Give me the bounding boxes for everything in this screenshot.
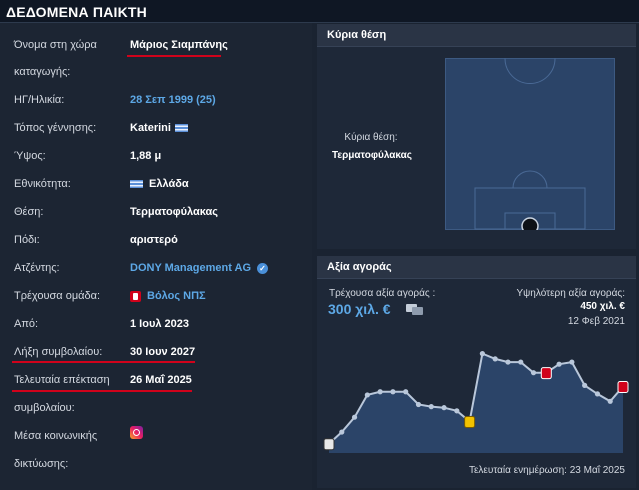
- birthplace-text: Katerini: [130, 122, 171, 134]
- height-label: Ύψος:: [14, 150, 46, 162]
- native-name-underline: [127, 55, 221, 57]
- flag-greece-icon: [130, 180, 143, 189]
- main-position-panel: Κύρια θέση Κύρια θέση: Τερματοφύλακας: [317, 24, 636, 249]
- page-header: ΔΕΔΟΜΕΝΑ ΠΑΙΚΤΗ: [0, 0, 639, 23]
- club-link[interactable]: Βόλος ΝΠΣ: [130, 290, 206, 302]
- last-update: Τελευταία ενημέρωση: 23 Μαΐ 2025: [468, 465, 625, 476]
- market-value-point[interactable]: [505, 359, 511, 365]
- highest-value-label: Υψηλότερη αξία αγοράς:: [516, 288, 625, 299]
- current-value[interactable]: 300 χιλ. €: [328, 301, 391, 317]
- joined-label: Από:: [14, 318, 39, 330]
- main-position-value: Τερματοφύλακας: [331, 150, 412, 161]
- social-label-cont: δικτύωσης:: [14, 458, 69, 470]
- market-value-point[interactable]: [582, 382, 588, 388]
- market-value-panel: Αξία αγοράς Τρέχουσα αξία αγοράς : 300 χ…: [317, 256, 636, 488]
- flag-greece-icon: [174, 124, 188, 133]
- highest-value: 450 χιλ. €: [580, 301, 625, 312]
- page-title: ΔΕΔΟΜΕΝΑ ΠΑΙΚΤΗ: [6, 4, 147, 20]
- market-value-point[interactable]: [339, 429, 345, 435]
- market-value-point[interactable]: [492, 356, 498, 362]
- market-value-point[interactable]: [441, 405, 447, 411]
- position-label: Θέση:: [14, 206, 44, 218]
- club-text[interactable]: Βόλος ΝΠΣ: [147, 290, 206, 302]
- market-value-panel-title: Αξία αγοράς: [327, 261, 392, 273]
- contract-value: 30 Ιουν 2027: [130, 346, 196, 358]
- market-value-panel-header: Αξία αγοράς: [317, 256, 636, 279]
- birthplace-value: Katerini: [130, 122, 194, 134]
- market-value-point[interactable]: [530, 370, 537, 376]
- market-value-point[interactable]: [569, 359, 575, 365]
- market-value-point[interactable]: [454, 408, 460, 414]
- nationality-text[interactable]: Ελλάδα: [149, 178, 189, 190]
- extension-label-cont: συμβολαίου:: [14, 402, 75, 414]
- pitch-diagram: [445, 58, 615, 230]
- club-badge-icon[interactable]: [617, 380, 629, 393]
- main-position-label: Κύρια θέση:: [344, 132, 398, 143]
- instagram-icon[interactable]: [130, 426, 143, 439]
- pitch-penalty-arc: [512, 170, 548, 189]
- birthplace-label: Τόπος γέννησης:: [14, 122, 97, 134]
- club-badge-icon[interactable]: [540, 367, 552, 380]
- market-value-point[interactable]: [518, 359, 524, 365]
- market-value-point[interactable]: [594, 391, 601, 397]
- compare-icon[interactable]: [406, 304, 424, 316]
- position-value: Τερματοφύλακας: [130, 206, 219, 218]
- contract-label: Λήξη συμβολαίου:: [14, 346, 103, 358]
- height-value: 1,88 μ: [130, 150, 162, 162]
- club-label: Τρέχουσα ομάδα:: [14, 290, 101, 302]
- market-value-point[interactable]: [403, 389, 409, 395]
- main-position-panel-title: Κύρια θέση: [327, 29, 387, 41]
- extension-underline: [12, 390, 192, 392]
- nationality-value: Ελλάδα: [130, 178, 189, 190]
- club-badge-icon[interactable]: [323, 438, 335, 451]
- extension-value: 26 Μαΐ 2025: [130, 374, 192, 386]
- dob-label: ΗΓ/Ηλικία:: [14, 94, 65, 106]
- foot-label: Πόδι:: [14, 234, 40, 246]
- verified-check-icon: ✓: [257, 262, 269, 274]
- native-name-label: Όνομα στη χώρα: [14, 39, 97, 51]
- contract-underline: [12, 361, 195, 363]
- joined-value: 1 Ιουλ 2023: [130, 318, 189, 330]
- pitch-field: [445, 58, 615, 230]
- market-value-point[interactable]: [377, 389, 383, 395]
- highest-value-date: 12 Φεβ 2021: [567, 316, 625, 327]
- position-marker-goalkeeper: [521, 217, 539, 230]
- extension-label: Τελευταία επέκταση: [14, 374, 110, 386]
- market-value-point[interactable]: [351, 414, 358, 420]
- pitch-center-circle: [504, 58, 556, 84]
- nationality-label: Εθνικότητα:: [14, 178, 71, 190]
- foot-value: αριστερό: [130, 234, 178, 246]
- native-name-value: Μάριος Σιαμπάνης: [130, 39, 228, 51]
- market-value-point[interactable]: [364, 392, 370, 398]
- dob-link[interactable]: 28 Σεπ 1999 (25): [130, 94, 216, 106]
- agent-label: Ατζέντης:: [14, 262, 60, 274]
- market-value-area: [329, 353, 623, 453]
- market-value-point[interactable]: [390, 389, 396, 395]
- market-value-point[interactable]: [415, 401, 422, 408]
- agent-text[interactable]: DONY Management AG: [130, 262, 252, 274]
- market-value-point[interactable]: [607, 398, 613, 404]
- club-badge-icon[interactable]: [464, 415, 476, 428]
- market-value-point[interactable]: [556, 361, 562, 367]
- main-position-panel-header: Κύρια θέση: [317, 24, 636, 47]
- current-value-label: Τρέχουσα αξία αγοράς :: [329, 288, 436, 299]
- player-data-panel: [0, 23, 312, 490]
- native-name-label-cont: καταγωγής:: [14, 66, 71, 78]
- social-label: Μέσα κοινωνικής: [14, 430, 98, 442]
- market-value-chart: [323, 351, 629, 453]
- club-badge-icon: [130, 290, 141, 302]
- market-value-point[interactable]: [428, 404, 434, 410]
- market-value-point[interactable]: [479, 351, 485, 357]
- agent-link[interactable]: DONY Management AG ✓: [130, 262, 269, 274]
